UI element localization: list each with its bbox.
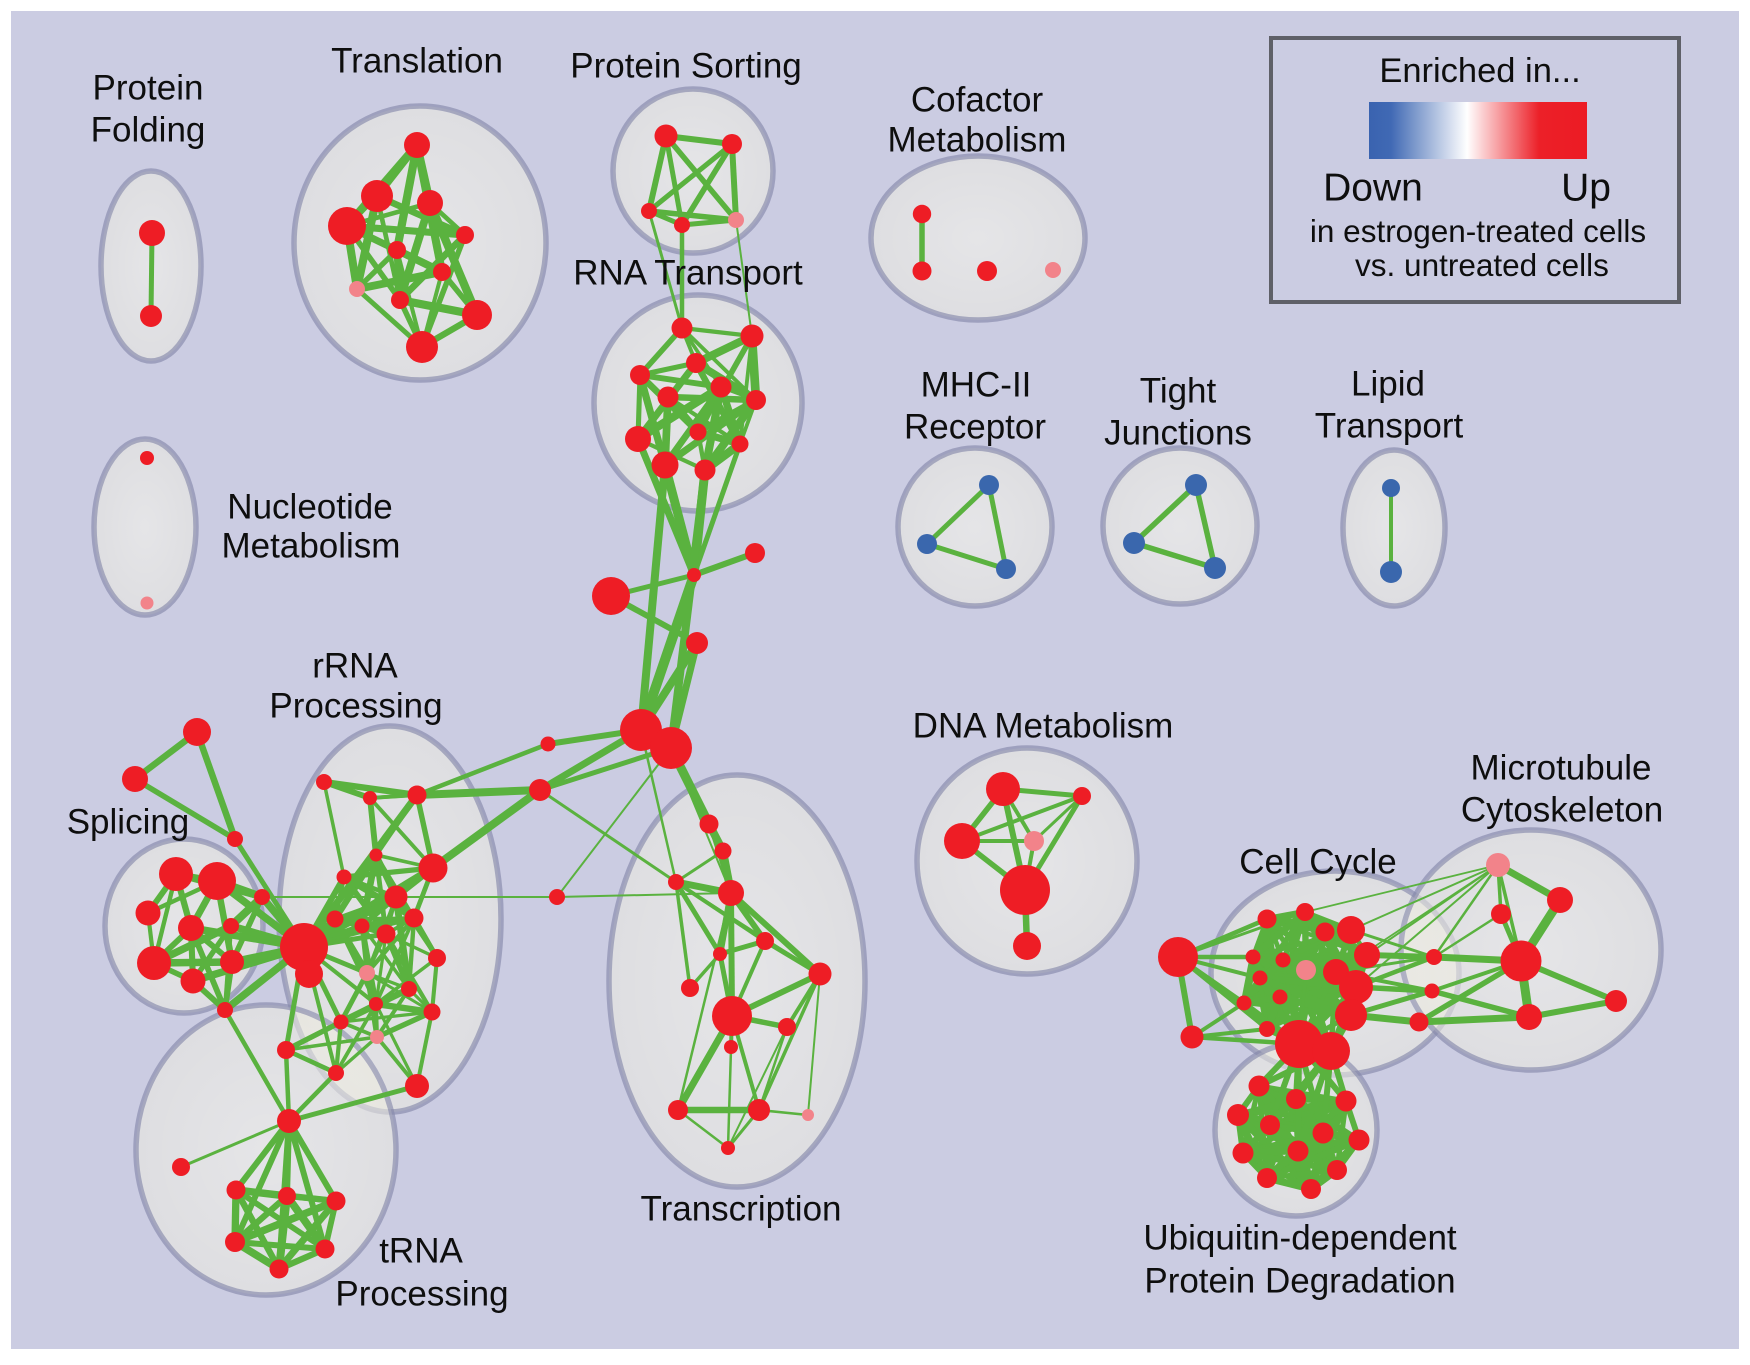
svg-text:tRNA: tRNA <box>379 1232 463 1271</box>
svg-text:Protein: Protein <box>93 69 204 108</box>
svg-text:Transcription: Transcription <box>641 1190 842 1229</box>
svg-text:Metabolism: Metabolism <box>888 121 1067 160</box>
svg-text:Junctions: Junctions <box>1104 414 1252 453</box>
svg-text:Enriched in...: Enriched in... <box>1379 52 1580 90</box>
svg-text:Processing: Processing <box>335 1275 508 1314</box>
svg-text:Metabolism: Metabolism <box>222 527 401 566</box>
svg-text:Lipid: Lipid <box>1351 365 1425 404</box>
svg-text:Splicing: Splicing <box>67 803 190 842</box>
svg-text:Protein Sorting: Protein Sorting <box>570 47 802 86</box>
svg-text:Cofactor: Cofactor <box>911 81 1044 120</box>
svg-text:Tight: Tight <box>1140 372 1217 411</box>
svg-text:DNA Metabolism: DNA Metabolism <box>913 707 1174 746</box>
svg-text:RNA Transport: RNA Transport <box>573 254 803 293</box>
svg-text:Microtubule: Microtubule <box>1471 749 1652 788</box>
svg-text:Down: Down <box>1323 167 1423 210</box>
svg-text:Ubiquitin-dependent: Ubiquitin-dependent <box>1143 1219 1457 1258</box>
svg-text:Translation: Translation <box>331 42 503 81</box>
svg-text:Cell Cycle: Cell Cycle <box>1239 843 1397 882</box>
svg-text:Receptor: Receptor <box>904 408 1046 447</box>
svg-text:Up: Up <box>1561 167 1611 210</box>
svg-text:vs. untreated cells: vs. untreated cells <box>1355 247 1609 283</box>
svg-text:Cytoskeleton: Cytoskeleton <box>1461 791 1663 830</box>
svg-text:in estrogen-treated cells: in estrogen-treated cells <box>1310 213 1646 249</box>
svg-text:Processing: Processing <box>269 687 442 726</box>
svg-text:Protein Degradation: Protein Degradation <box>1144 1262 1455 1301</box>
svg-text:MHC-II: MHC-II <box>921 366 1032 405</box>
svg-text:Folding: Folding <box>91 111 206 150</box>
svg-text:Nucleotide: Nucleotide <box>227 488 392 527</box>
svg-text:Transport: Transport <box>1315 407 1464 446</box>
svg-text:rRNA: rRNA <box>312 647 398 686</box>
